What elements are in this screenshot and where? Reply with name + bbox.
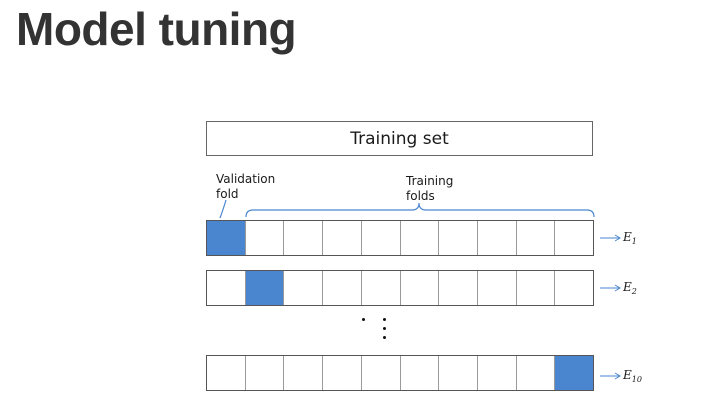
error-label-1: E1 <box>623 230 637 246</box>
ellipsis-dot <box>383 336 386 339</box>
ellipsis-dot <box>362 318 365 321</box>
validation-fold-cell <box>207 221 246 255</box>
error-label-10: E10 <box>623 368 642 384</box>
training-fold-cell <box>284 221 324 255</box>
error-letter: E <box>623 230 632 244</box>
error-letter: E <box>623 280 632 294</box>
fold-row-2 <box>206 270 594 306</box>
training-fold-cell <box>400 356 440 390</box>
error-arrow-1 <box>600 234 621 242</box>
error-letter: E <box>623 368 632 382</box>
validation-fold-label: Validation fold <box>216 172 275 202</box>
training-folds-label-line2: folds <box>406 189 435 203</box>
training-fold-cell <box>477 221 517 255</box>
training-fold-cell <box>207 356 246 390</box>
validation-fold-pointer <box>219 199 227 219</box>
training-fold-cell <box>207 271 246 305</box>
training-fold-cell <box>400 221 440 255</box>
training-fold-cell <box>323 221 362 255</box>
training-folds-label: Training folds <box>406 174 453 204</box>
training-fold-cell <box>245 356 285 390</box>
error-arrow-2 <box>600 284 621 292</box>
slide-title: Model tuning <box>16 3 297 55</box>
error-subscript: 2 <box>631 287 637 296</box>
training-fold-cell <box>361 356 401 390</box>
training-folds-brace <box>245 202 595 218</box>
fold-row-1 <box>206 220 594 256</box>
training-set-label: Training set <box>350 128 449 149</box>
error-subscript: 1 <box>631 237 637 246</box>
training-fold-cell <box>555 271 594 305</box>
ellipsis-dot <box>383 318 386 321</box>
training-fold-cell <box>439 221 478 255</box>
training-fold-cell <box>516 271 556 305</box>
training-folds-label-line1: Training <box>406 174 454 188</box>
training-fold-cell <box>361 271 401 305</box>
training-fold-cell <box>439 356 478 390</box>
error-arrow-10 <box>600 372 621 380</box>
training-fold-cell <box>361 221 401 255</box>
fold-row-10 <box>206 355 594 391</box>
training-fold-cell <box>516 356 556 390</box>
error-subscript: 10 <box>631 375 642 384</box>
training-fold-cell <box>284 356 324 390</box>
validation-fold-label-line1: Validation <box>216 172 276 186</box>
ellipsis-dot <box>383 327 386 330</box>
training-fold-cell <box>477 271 517 305</box>
training-fold-cell <box>516 221 556 255</box>
validation-fold-cell <box>245 271 285 305</box>
training-fold-cell <box>555 221 594 255</box>
training-fold-cell <box>400 271 440 305</box>
training-fold-cell <box>245 221 285 255</box>
error-label-2: E2 <box>623 280 637 296</box>
training-fold-cell <box>439 271 478 305</box>
validation-fold-cell <box>555 356 594 390</box>
training-set-box: Training set <box>206 121 593 156</box>
training-fold-cell <box>284 271 324 305</box>
training-fold-cell <box>477 356 517 390</box>
training-fold-cell <box>323 356 362 390</box>
training-fold-cell <box>323 271 362 305</box>
validation-fold-label-line2: fold <box>216 187 239 201</box>
